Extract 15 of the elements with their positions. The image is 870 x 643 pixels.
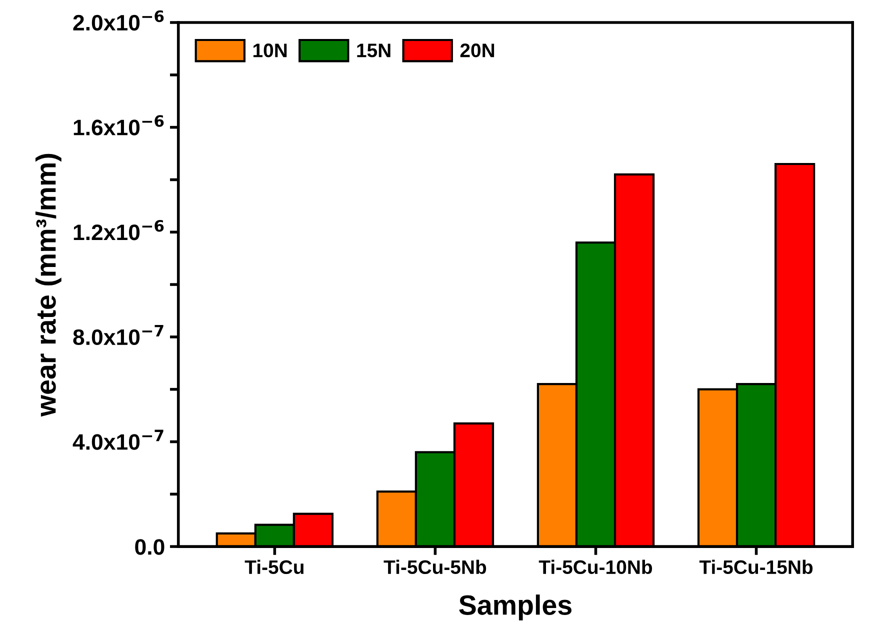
y-axis-title: wear rate (mm³/mm): [35, 154, 62, 417]
y-tick-label: 2.0x10$^{−6}$: [73, 10, 164, 31]
x-tick-label: Ti-5Cu-10Nb: [538, 560, 652, 574]
x-tick-label: Ti-5Cu-15Nb: [699, 560, 813, 574]
y-tick-label: 1.2x10$^{−6}$: [74, 220, 164, 240]
y-tick-label: 4.0x10$^{−7}$: [72, 430, 164, 450]
y-tick-label: 8.0x10$^{−7}$: [73, 324, 164, 346]
x-tick-label: Ti-5Cu: [244, 560, 304, 574]
legend-label: 15N: [357, 44, 390, 58]
y-tick-label: 0.0: [135, 539, 164, 555]
legend-label: 20N: [460, 44, 494, 58]
y-tick-label: 1.6x10$^{−6}$: [74, 115, 164, 136]
x-axis-title: Samples: [459, 594, 572, 620]
x-tick-label: Ti-5Cu-5Nb: [384, 560, 486, 574]
legend-label: 10N: [253, 44, 287, 58]
